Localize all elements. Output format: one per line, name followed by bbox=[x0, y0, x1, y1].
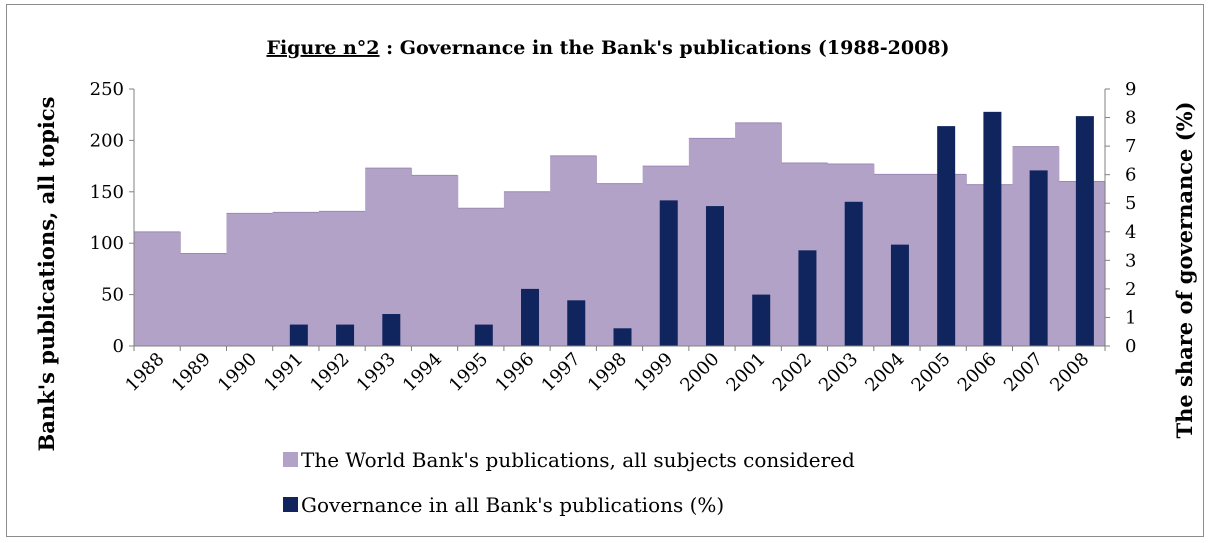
governance-bar-1995 bbox=[474, 324, 493, 346]
governance-bar-1997 bbox=[567, 300, 586, 346]
x-tick-label: 1988 bbox=[121, 349, 168, 396]
left-tick-label: 100 bbox=[90, 233, 124, 254]
governance-bar-2008 bbox=[1075, 116, 1094, 346]
left-tick-label: 50 bbox=[101, 285, 124, 306]
governance-bar-2004 bbox=[890, 244, 909, 346]
x-tick-label: 1994 bbox=[399, 349, 446, 396]
legend-label-publications: The World Bank's publications, all subje… bbox=[301, 448, 855, 472]
right-tick-label: 4 bbox=[1125, 222, 1136, 243]
x-tick-label: 2007 bbox=[1000, 349, 1047, 396]
left-tick-label: 250 bbox=[90, 79, 124, 100]
x-tick-label: 2003 bbox=[815, 349, 862, 396]
governance-bar-2006 bbox=[983, 111, 1002, 346]
governance-bar-1991 bbox=[289, 324, 308, 346]
right-axis-ticks: 0 1 2 3 4 5 6 7 8 9 bbox=[1105, 79, 1136, 357]
governance-bar-2003 bbox=[844, 201, 863, 346]
publications-bar-1992 bbox=[318, 211, 366, 346]
x-tick-label: 2002 bbox=[769, 349, 816, 396]
publications-bar-1994 bbox=[411, 175, 459, 346]
x-tick-label: 1996 bbox=[491, 349, 538, 396]
x-axis-ticks: 1988198919901991199219931994199519961997… bbox=[121, 346, 1106, 396]
right-tick-label: 2 bbox=[1125, 279, 1136, 300]
right-tick-label: 1 bbox=[1125, 307, 1136, 328]
x-tick-label: 2004 bbox=[861, 349, 908, 396]
axes bbox=[133, 89, 1106, 347]
x-tick-label: 1990 bbox=[214, 349, 261, 396]
left-axis-ticks: 0 50 100 150 200 250 bbox=[90, 79, 134, 357]
x-tick-label: 1989 bbox=[168, 349, 215, 396]
left-tick-label: 200 bbox=[90, 130, 124, 151]
right-tick-label: 3 bbox=[1125, 250, 1136, 271]
governance-bar-2000 bbox=[705, 206, 724, 346]
publications-bar-1988 bbox=[134, 231, 181, 346]
right-tick-label: 8 bbox=[1125, 108, 1136, 129]
legend-label-governance: Governance in all Bank's publications (%… bbox=[301, 493, 724, 517]
x-tick-label: 1995 bbox=[445, 349, 492, 396]
x-tick-label: 2008 bbox=[1046, 349, 1093, 396]
governance-bar-1999 bbox=[659, 200, 678, 346]
governance-bar-2001 bbox=[752, 294, 771, 346]
publications-bar-1990 bbox=[226, 213, 274, 346]
left-tick-label: 150 bbox=[90, 182, 124, 203]
right-tick-label: 7 bbox=[1125, 136, 1136, 157]
publications-bar-1998 bbox=[596, 183, 644, 346]
publications-bars bbox=[134, 122, 1106, 346]
governance-bar-1996 bbox=[521, 288, 540, 346]
x-tick-label: 1999 bbox=[630, 349, 677, 396]
x-tick-label: 1992 bbox=[306, 349, 353, 396]
governance-bar-1998 bbox=[613, 328, 632, 346]
governance-bar-2005 bbox=[937, 126, 956, 347]
x-tick-label: 2006 bbox=[954, 349, 1001, 396]
publications-bar-1995 bbox=[457, 208, 505, 346]
governance-bar-1992 bbox=[336, 324, 355, 346]
x-tick-label: 2001 bbox=[723, 349, 770, 396]
x-tick-label: 1998 bbox=[584, 349, 631, 396]
governance-bar-2007 bbox=[1029, 170, 1048, 346]
governance-bar-1993 bbox=[382, 314, 401, 346]
right-tick-label: 5 bbox=[1125, 193, 1136, 214]
chart-title: Figure n°2 : Governance in the Bank's pu… bbox=[266, 37, 949, 59]
chart-title-main: : Governance in the Bank's publications … bbox=[380, 37, 950, 59]
left-tick-label: 0 bbox=[113, 336, 124, 357]
governance-bars bbox=[289, 111, 1094, 347]
right-tick-label: 0 bbox=[1125, 336, 1136, 357]
publications-bar-1989 bbox=[180, 253, 228, 346]
left-axis-title: Bank's publications, all topics bbox=[34, 97, 59, 452]
publications-bar-1991 bbox=[272, 212, 320, 346]
x-tick-label: 2005 bbox=[907, 349, 954, 396]
legend-swatch-publications bbox=[283, 452, 298, 467]
chart-title-prefix: Figure n°2 bbox=[266, 37, 379, 59]
x-tick-label: 1997 bbox=[538, 349, 585, 396]
right-tick-label: 6 bbox=[1125, 165, 1136, 186]
x-tick-label: 1991 bbox=[260, 349, 307, 396]
x-tick-label: 1993 bbox=[353, 349, 400, 396]
governance-bar-2002 bbox=[798, 250, 817, 346]
right-axis-title: The share of governance (%) bbox=[1172, 101, 1197, 438]
legend-swatch-governance bbox=[283, 497, 298, 512]
right-tick-label: 9 bbox=[1125, 79, 1136, 100]
x-tick-label: 2000 bbox=[676, 349, 723, 396]
